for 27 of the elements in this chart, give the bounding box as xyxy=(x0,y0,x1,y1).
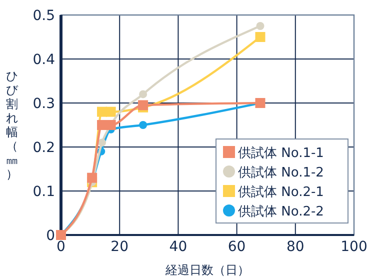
point xyxy=(255,32,266,42)
x-axis-title: 経過日数（日） xyxy=(164,263,250,277)
y-axis-title: ひび割れ幅（㎜） xyxy=(6,69,19,181)
x-tick-label: 20 xyxy=(110,239,129,255)
y-tick-label: 0.4 xyxy=(32,52,56,68)
y-tick-label: 0.5 xyxy=(32,8,55,24)
point xyxy=(97,106,108,117)
legend-label: 供試体 No.1-2 xyxy=(238,166,324,180)
y-tick-label: 0 xyxy=(46,228,55,244)
point xyxy=(256,22,264,30)
x-tick-label: 40 xyxy=(169,239,188,255)
x-tick-label: 0 xyxy=(56,239,66,255)
y-tick-label: 0.3 xyxy=(32,96,55,112)
x-tick-label: 60 xyxy=(228,239,246,255)
legend-label: 供試体 No.2-2 xyxy=(238,204,324,220)
legend-label: 供試体 No.1-1 xyxy=(238,146,324,161)
point xyxy=(139,90,148,98)
y-tick-label: 0.1 xyxy=(32,184,55,200)
point xyxy=(87,172,98,183)
point xyxy=(139,121,148,129)
legend-label: 供試体 No.2-1 xyxy=(238,185,324,200)
y-tick-label: 0.2 xyxy=(32,140,55,156)
x-tick-label: 100 xyxy=(340,239,368,255)
point xyxy=(97,120,108,130)
point xyxy=(106,106,116,117)
x-tick-label: 80 xyxy=(286,239,304,255)
point xyxy=(98,138,106,147)
